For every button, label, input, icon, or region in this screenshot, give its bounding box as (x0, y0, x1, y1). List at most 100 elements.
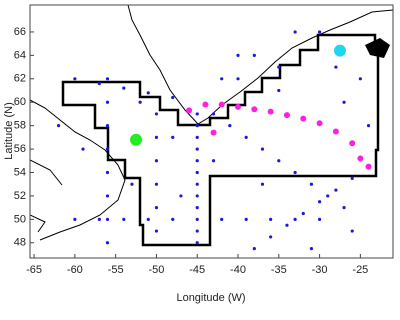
data-point (105, 241, 110, 245)
data-point (195, 194, 199, 198)
data-point (195, 241, 199, 245)
data-point (154, 159, 159, 163)
data-point (195, 170, 199, 175)
data-point (154, 229, 159, 233)
data-point (195, 159, 199, 163)
data-point (73, 77, 77, 81)
data-point (317, 30, 322, 34)
y-tick-label: 64 (14, 49, 26, 61)
data-point (277, 88, 281, 93)
data-point (300, 115, 307, 122)
plot-frame (29, 4, 394, 259)
data-point (105, 77, 110, 81)
data-point (260, 147, 265, 151)
data-point (138, 100, 142, 104)
data-point (301, 211, 305, 216)
y-tick-label: 66 (14, 26, 26, 38)
data-point (154, 112, 159, 116)
data-point (334, 188, 338, 192)
data-point (316, 120, 323, 127)
data-point (269, 235, 273, 239)
data-point (130, 133, 143, 146)
y-axis-label: Latitude (N) (3, 102, 15, 159)
x-tick-label: -45 (189, 264, 205, 276)
data-point (97, 217, 101, 221)
data-point (332, 128, 339, 135)
data-point (179, 194, 183, 198)
y-tick-label: 56 (14, 143, 26, 155)
y-tick-label: 58 (14, 120, 26, 132)
data-point (146, 217, 150, 221)
data-point (293, 217, 297, 221)
data-point (350, 176, 354, 180)
data-point (105, 217, 110, 221)
x-tick-label: -40 (230, 264, 246, 276)
data-point (283, 112, 290, 119)
data-point (358, 77, 362, 81)
data-point (277, 65, 281, 69)
x-tick-label: -25 (352, 264, 368, 276)
data-point (252, 247, 256, 251)
data-point (228, 124, 232, 128)
data-point (236, 53, 240, 57)
data-point (267, 108, 274, 115)
region-outline (61, 33, 380, 247)
data-point (195, 112, 199, 116)
data-point (105, 124, 110, 128)
data-point (236, 77, 240, 81)
data-point (317, 200, 322, 204)
data-point (366, 124, 371, 128)
data-point (277, 159, 281, 163)
data-point (285, 223, 289, 227)
island (365, 38, 390, 58)
data-point (244, 135, 248, 139)
x-tick-label: -35 (271, 264, 287, 276)
data-point (195, 124, 199, 128)
y-tick-label: 62 (14, 73, 26, 85)
data-point (195, 206, 199, 210)
data-point (97, 81, 101, 86)
data-point (146, 91, 150, 95)
x-tick-label: -30 (312, 264, 328, 276)
data-point (195, 147, 199, 151)
data-point (211, 159, 216, 163)
data-point (293, 170, 297, 175)
data-point (195, 182, 199, 186)
y-tick-label: 60 (14, 96, 26, 108)
data-point (73, 217, 77, 221)
x-tick-label: -60 (67, 264, 83, 276)
data-point (186, 107, 193, 114)
data-point (122, 217, 126, 221)
data-point (309, 182, 314, 186)
data-point (235, 103, 242, 110)
data-point (349, 140, 356, 147)
data-point (365, 163, 372, 170)
y-tick-label: 54 (14, 166, 26, 178)
data-point (171, 95, 175, 100)
data-point (350, 229, 354, 233)
data-point (105, 147, 110, 151)
data-point (211, 112, 216, 116)
data-point (309, 247, 314, 251)
x-tick-label: -55 (108, 264, 124, 276)
map-layer (30, 5, 393, 247)
data-point (342, 206, 346, 210)
data-point (130, 182, 134, 186)
data-point (171, 135, 175, 139)
data-point (220, 77, 224, 81)
data-point (293, 30, 297, 34)
data-point (195, 229, 199, 233)
data-point (154, 135, 159, 139)
y-tick-label: 48 (14, 237, 26, 249)
data-point (154, 182, 159, 186)
data-point (317, 217, 322, 221)
x-tick-label: -65 (26, 264, 42, 276)
data-point (195, 135, 199, 139)
data-point (342, 100, 346, 104)
data-point (195, 217, 199, 221)
data-point (154, 206, 159, 210)
data-point (326, 194, 330, 198)
data-point (260, 182, 265, 186)
x-tick-label: -50 (148, 264, 164, 276)
